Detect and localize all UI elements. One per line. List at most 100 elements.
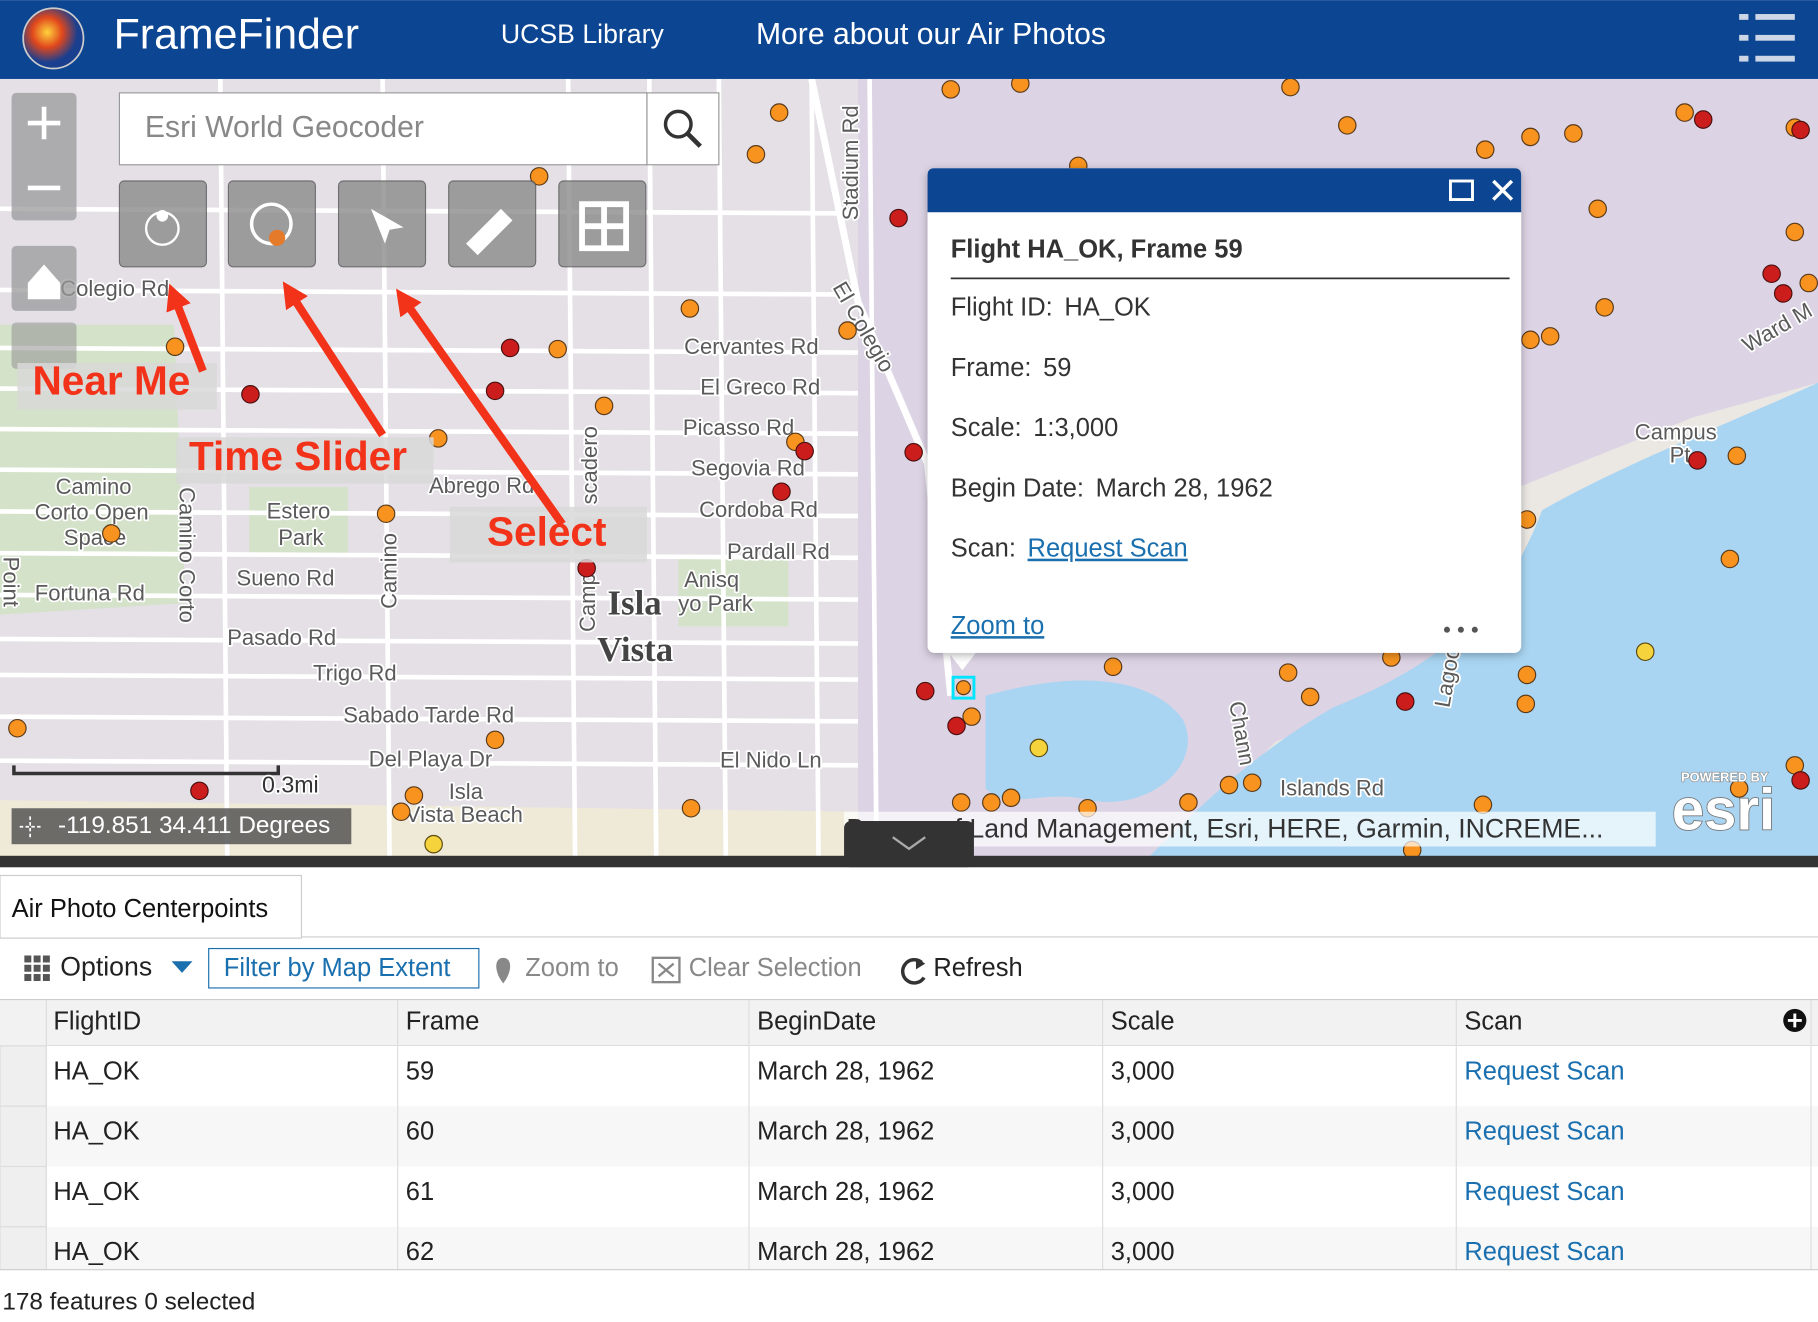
column-header[interactable]: Scale bbox=[1111, 1007, 1175, 1035]
photo-point-selected[interactable] bbox=[955, 680, 972, 696]
photo-point[interactable] bbox=[391, 802, 411, 822]
popup-more[interactable] bbox=[1471, 626, 1478, 633]
tool-button[interactable] bbox=[227, 180, 316, 268]
menu-icon[interactable] bbox=[1739, 55, 1749, 62]
photo-point[interactable] bbox=[8, 718, 27, 738]
photo-point[interactable] bbox=[1242, 773, 1262, 793]
photo-point[interactable] bbox=[1001, 788, 1021, 808]
photo-point[interactable] bbox=[1785, 222, 1805, 242]
photo-point[interactable] bbox=[241, 385, 260, 404]
photo-point[interactable] bbox=[485, 381, 505, 401]
photo-point[interactable] bbox=[1635, 642, 1655, 661]
photo-point[interactable] bbox=[772, 482, 791, 501]
photo-point[interactable] bbox=[904, 443, 923, 462]
panel-handle[interactable] bbox=[844, 821, 974, 868]
photo-point[interactable] bbox=[1516, 694, 1536, 714]
column-header[interactable]: Scan bbox=[1464, 1007, 1522, 1035]
menu-icon[interactable] bbox=[1755, 14, 1795, 20]
zoom-in[interactable] bbox=[27, 106, 61, 140]
menu-icon[interactable] bbox=[1739, 34, 1749, 41]
photo-point[interactable] bbox=[500, 338, 520, 358]
popup-maximize[interactable] bbox=[1449, 179, 1474, 201]
tab[interactable] bbox=[0, 874, 303, 939]
photo-point[interactable] bbox=[1791, 120, 1810, 140]
nav-link[interactable]: UCSB Library bbox=[501, 19, 665, 49]
photo-point[interactable] bbox=[1521, 330, 1540, 350]
table-row[interactable] bbox=[0, 1106, 1818, 1167]
photo-point[interactable] bbox=[404, 786, 424, 805]
toolbar-options[interactable]: Options bbox=[60, 951, 152, 981]
photo-point[interactable] bbox=[1395, 692, 1415, 711]
request-scan-link[interactable]: Request Scan bbox=[1464, 1238, 1624, 1266]
menu-icon[interactable] bbox=[1739, 14, 1749, 20]
photo-point[interactable] bbox=[1337, 116, 1357, 135]
table-row[interactable] bbox=[0, 1045, 1818, 1107]
photo-point[interactable] bbox=[1540, 327, 1560, 346]
popup-more[interactable] bbox=[1457, 626, 1464, 633]
photo-point[interactable] bbox=[1103, 657, 1123, 677]
toolbar-refresh[interactable]: Refresh bbox=[933, 954, 1022, 982]
photo-point[interactable] bbox=[1729, 779, 1749, 798]
popup-more[interactable] bbox=[1443, 626, 1450, 633]
photo-point[interactable] bbox=[951, 793, 971, 812]
search-button[interactable] bbox=[646, 92, 720, 166]
search-box[interactable] bbox=[118, 92, 648, 166]
photo-point[interactable] bbox=[594, 396, 614, 416]
nav-link[interactable]: More about our Air Photos bbox=[756, 18, 1106, 51]
photo-point[interactable] bbox=[1588, 199, 1607, 219]
photo-point[interactable] bbox=[1693, 110, 1713, 129]
photo-point[interactable] bbox=[1475, 140, 1495, 159]
photo-point[interactable] bbox=[838, 321, 857, 340]
photo-point[interactable] bbox=[1773, 284, 1793, 303]
photo-point[interactable] bbox=[1595, 298, 1614, 317]
photo-point[interactable] bbox=[746, 145, 766, 164]
photo-point[interactable] bbox=[1219, 775, 1239, 795]
column-header[interactable]: Frame bbox=[406, 1007, 480, 1035]
photo-point[interactable] bbox=[1521, 127, 1540, 147]
request-scan-link[interactable]: Request Scan bbox=[1464, 1118, 1624, 1146]
locate-button[interactable] bbox=[11, 322, 77, 369]
photo-point[interactable] bbox=[190, 781, 209, 801]
photo-point[interactable] bbox=[915, 681, 935, 701]
photo-point[interactable] bbox=[1564, 124, 1583, 143]
photo-point[interactable] bbox=[1029, 738, 1049, 758]
toolbar-zoom[interactable]: Zoom to bbox=[525, 954, 619, 982]
photo-point[interactable] bbox=[680, 299, 700, 318]
photo-point[interactable] bbox=[1281, 77, 1300, 97]
photo-point[interactable] bbox=[1179, 793, 1198, 812]
photo-point[interactable] bbox=[424, 834, 443, 854]
photo-point[interactable] bbox=[889, 208, 908, 228]
photo-point[interactable] bbox=[102, 524, 121, 543]
photo-point[interactable] bbox=[1799, 273, 1818, 293]
photo-point[interactable] bbox=[165, 337, 185, 357]
photo-point[interactable] bbox=[376, 504, 396, 524]
request-scan-link[interactable]: Request Scan bbox=[1464, 1178, 1624, 1206]
photo-point[interactable] bbox=[947, 716, 966, 736]
photo-point[interactable] bbox=[1278, 663, 1298, 682]
photo-point[interactable] bbox=[982, 793, 1001, 812]
popup-zoom-link[interactable]: Zoom to bbox=[951, 612, 1045, 640]
tool-button[interactable] bbox=[118, 180, 207, 268]
photo-point[interactable] bbox=[795, 441, 814, 461]
photo-point[interactable] bbox=[941, 80, 961, 99]
column-header[interactable]: BeginDate bbox=[757, 1007, 876, 1035]
photo-point[interactable] bbox=[1300, 687, 1320, 707]
photo-point[interactable] bbox=[1517, 665, 1537, 685]
photo-point[interactable] bbox=[548, 339, 567, 359]
photo-point[interactable] bbox=[1727, 446, 1747, 466]
photo-point[interactable] bbox=[1675, 103, 1694, 122]
menu-icon[interactable] bbox=[1755, 55, 1795, 62]
popup-close[interactable] bbox=[1492, 179, 1514, 201]
photo-point[interactable] bbox=[1762, 264, 1781, 284]
photo-point[interactable] bbox=[769, 103, 789, 122]
column-header[interactable]: FlightID bbox=[53, 1007, 141, 1035]
photo-point[interactable] bbox=[1791, 771, 1810, 790]
toolbar-clear[interactable]: Clear Selection bbox=[689, 954, 862, 982]
request-scan-link[interactable]: Request Scan bbox=[1464, 1057, 1624, 1085]
table-row[interactable] bbox=[0, 1166, 1818, 1227]
filter-button[interactable] bbox=[208, 947, 480, 989]
photo-point[interactable] bbox=[1688, 451, 1707, 470]
photo-point[interactable] bbox=[485, 730, 505, 750]
photo-point[interactable] bbox=[1720, 549, 1740, 569]
request-scan-link[interactable]: Request Scan bbox=[1028, 534, 1188, 562]
